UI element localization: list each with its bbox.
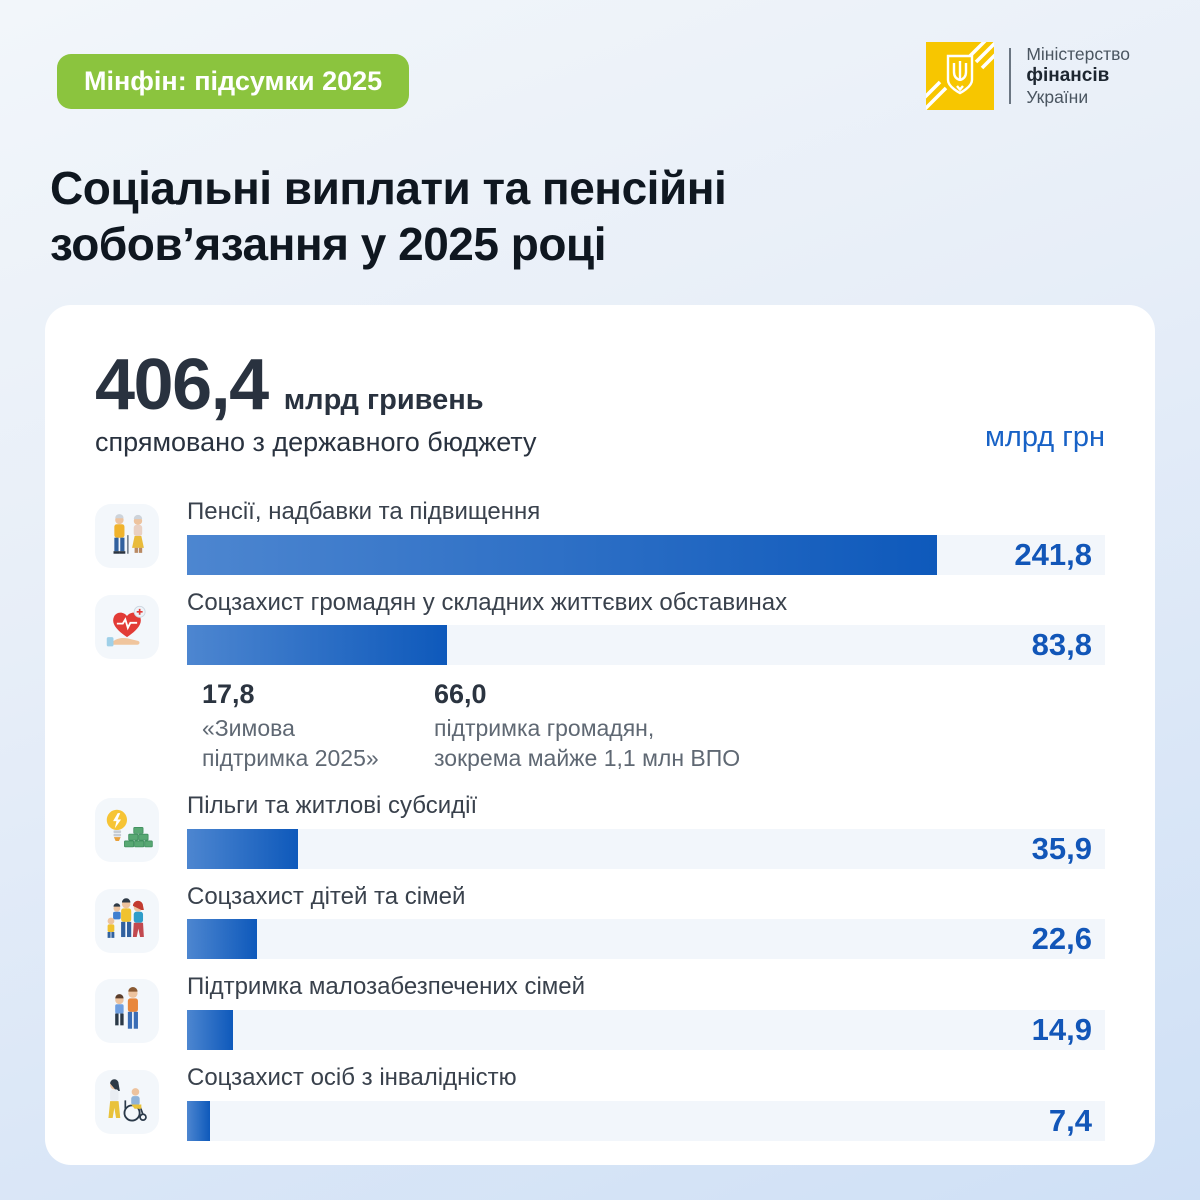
bar-track: 35,9 xyxy=(187,828,1105,869)
bar-value: 35,9 xyxy=(1031,830,1092,866)
ministry-name-line2: фінансів xyxy=(1026,64,1110,86)
chart-row-hard-circumstances: Соцзахист громадян у складних життєвих о… xyxy=(95,589,1105,778)
campaign-badge: Мінфін: підсумки 2025 xyxy=(57,54,410,109)
total-amount: 406,4 xyxy=(95,345,269,426)
breakdown-label: підтримка громадян, зокрема майже 1,1 мл… xyxy=(434,715,741,772)
bar-chart: Пенсії, надбавки та підвищення 241,8 xyxy=(95,498,1105,1141)
page-title-line2: зобов’язання у 2025 році xyxy=(50,218,607,271)
page-title-line1: Соціальні виплати та пенсійні xyxy=(50,162,727,214)
bar-label: Пенсії, надбавки та підвищення xyxy=(187,498,541,526)
breakdown-value: 17,8 xyxy=(202,679,255,710)
low-income-family-icon xyxy=(95,979,159,1044)
total-amount-line: 406,4 млрд гривень xyxy=(95,349,537,421)
bar-label: Соцзахист дітей та сімей xyxy=(187,882,466,910)
bar-value: 14,9 xyxy=(1031,1011,1092,1047)
total-amount-unit: млрд гривень xyxy=(283,384,484,417)
chart-row-disability: Соцзахист осіб з інвалідністю 7,4 xyxy=(95,1064,1105,1141)
trident-logo-icon xyxy=(926,42,995,110)
breakdown: 17,8 «Зимова підтримка 2025» 66,0 підтри… xyxy=(202,679,1105,774)
chart-card: 406,4 млрд гривень спрямовано з державно… xyxy=(45,305,1155,1166)
total-caption: спрямовано з державного бюджету xyxy=(95,427,537,458)
breakdown-winter-support: 17,8 «Зимова підтримка 2025» xyxy=(202,679,434,774)
breakdown-value: 66,0 xyxy=(434,679,487,710)
benefits-subsidies-icon xyxy=(95,798,159,863)
page-header: Мінфін: підсумки 2025 Міністерство фінан… xyxy=(0,0,1200,110)
bar-label: Соцзахист громадян у складних життєвих о… xyxy=(187,588,788,616)
bar-value: 22,6 xyxy=(1031,921,1092,957)
ministry-name-line3: України xyxy=(1026,87,1089,108)
breakdown-citizens-support: 66,0 підтримка громадян, зокрема майже 1… xyxy=(434,679,744,774)
ministry-logo-block: Міністерство фінансів України xyxy=(926,42,1130,110)
ministry-name-line1: Міністерство xyxy=(1026,43,1130,64)
bar-fill xyxy=(187,919,258,960)
health-support-icon xyxy=(95,594,159,659)
bar-value: 7,4 xyxy=(1048,1102,1092,1138)
bar-value: 83,8 xyxy=(1031,627,1092,663)
chart-row-low-income: Підтримка малозабезпечених сімей 14,9 xyxy=(95,973,1105,1050)
bar-label: Підтримка малозабезпечених сімей xyxy=(187,973,586,1001)
headline: 406,4 млрд гривень спрямовано з державно… xyxy=(95,349,1105,458)
axis-unit-label: млрд грн xyxy=(984,421,1105,454)
bar-track: 241,8 xyxy=(187,534,1105,575)
bar-track: 7,4 xyxy=(187,1100,1105,1141)
bar-fill xyxy=(187,1009,234,1050)
headline-left: 406,4 млрд гривень спрямовано з державно… xyxy=(95,349,537,458)
bar-fill xyxy=(187,534,937,575)
page-title: Соціальні виплати та пенсійні зобов’язан… xyxy=(50,160,950,272)
bar-label: Соцзахист осіб з інвалідністю xyxy=(187,1063,517,1091)
bar-track: 14,9 xyxy=(187,1009,1105,1050)
chart-row-subsidies: Пільги та житлові субсидії 35,9 xyxy=(95,792,1105,869)
breakdown-label: «Зимова підтримка 2025» xyxy=(202,715,379,772)
ministry-name: Міністерство фінансів України xyxy=(1026,44,1130,109)
disability-icon xyxy=(95,1069,159,1134)
logo-divider xyxy=(1009,48,1012,104)
bar-value: 241,8 xyxy=(1014,536,1092,572)
chart-row-children-families: Соцзахист дітей та сімей 22,6 xyxy=(95,883,1105,960)
bar-track: 22,6 xyxy=(187,919,1105,960)
chart-row-pensions: Пенсії, надбавки та підвищення 241,8 xyxy=(95,498,1105,575)
bar-fill xyxy=(187,828,299,869)
bar-fill xyxy=(187,625,447,666)
bar-track: 83,8 xyxy=(187,625,1105,666)
bar-label: Пільги та житлові субсидії xyxy=(187,792,478,820)
pensioners-icon xyxy=(95,504,159,569)
family-icon xyxy=(95,888,159,953)
bar-fill xyxy=(187,1100,210,1141)
